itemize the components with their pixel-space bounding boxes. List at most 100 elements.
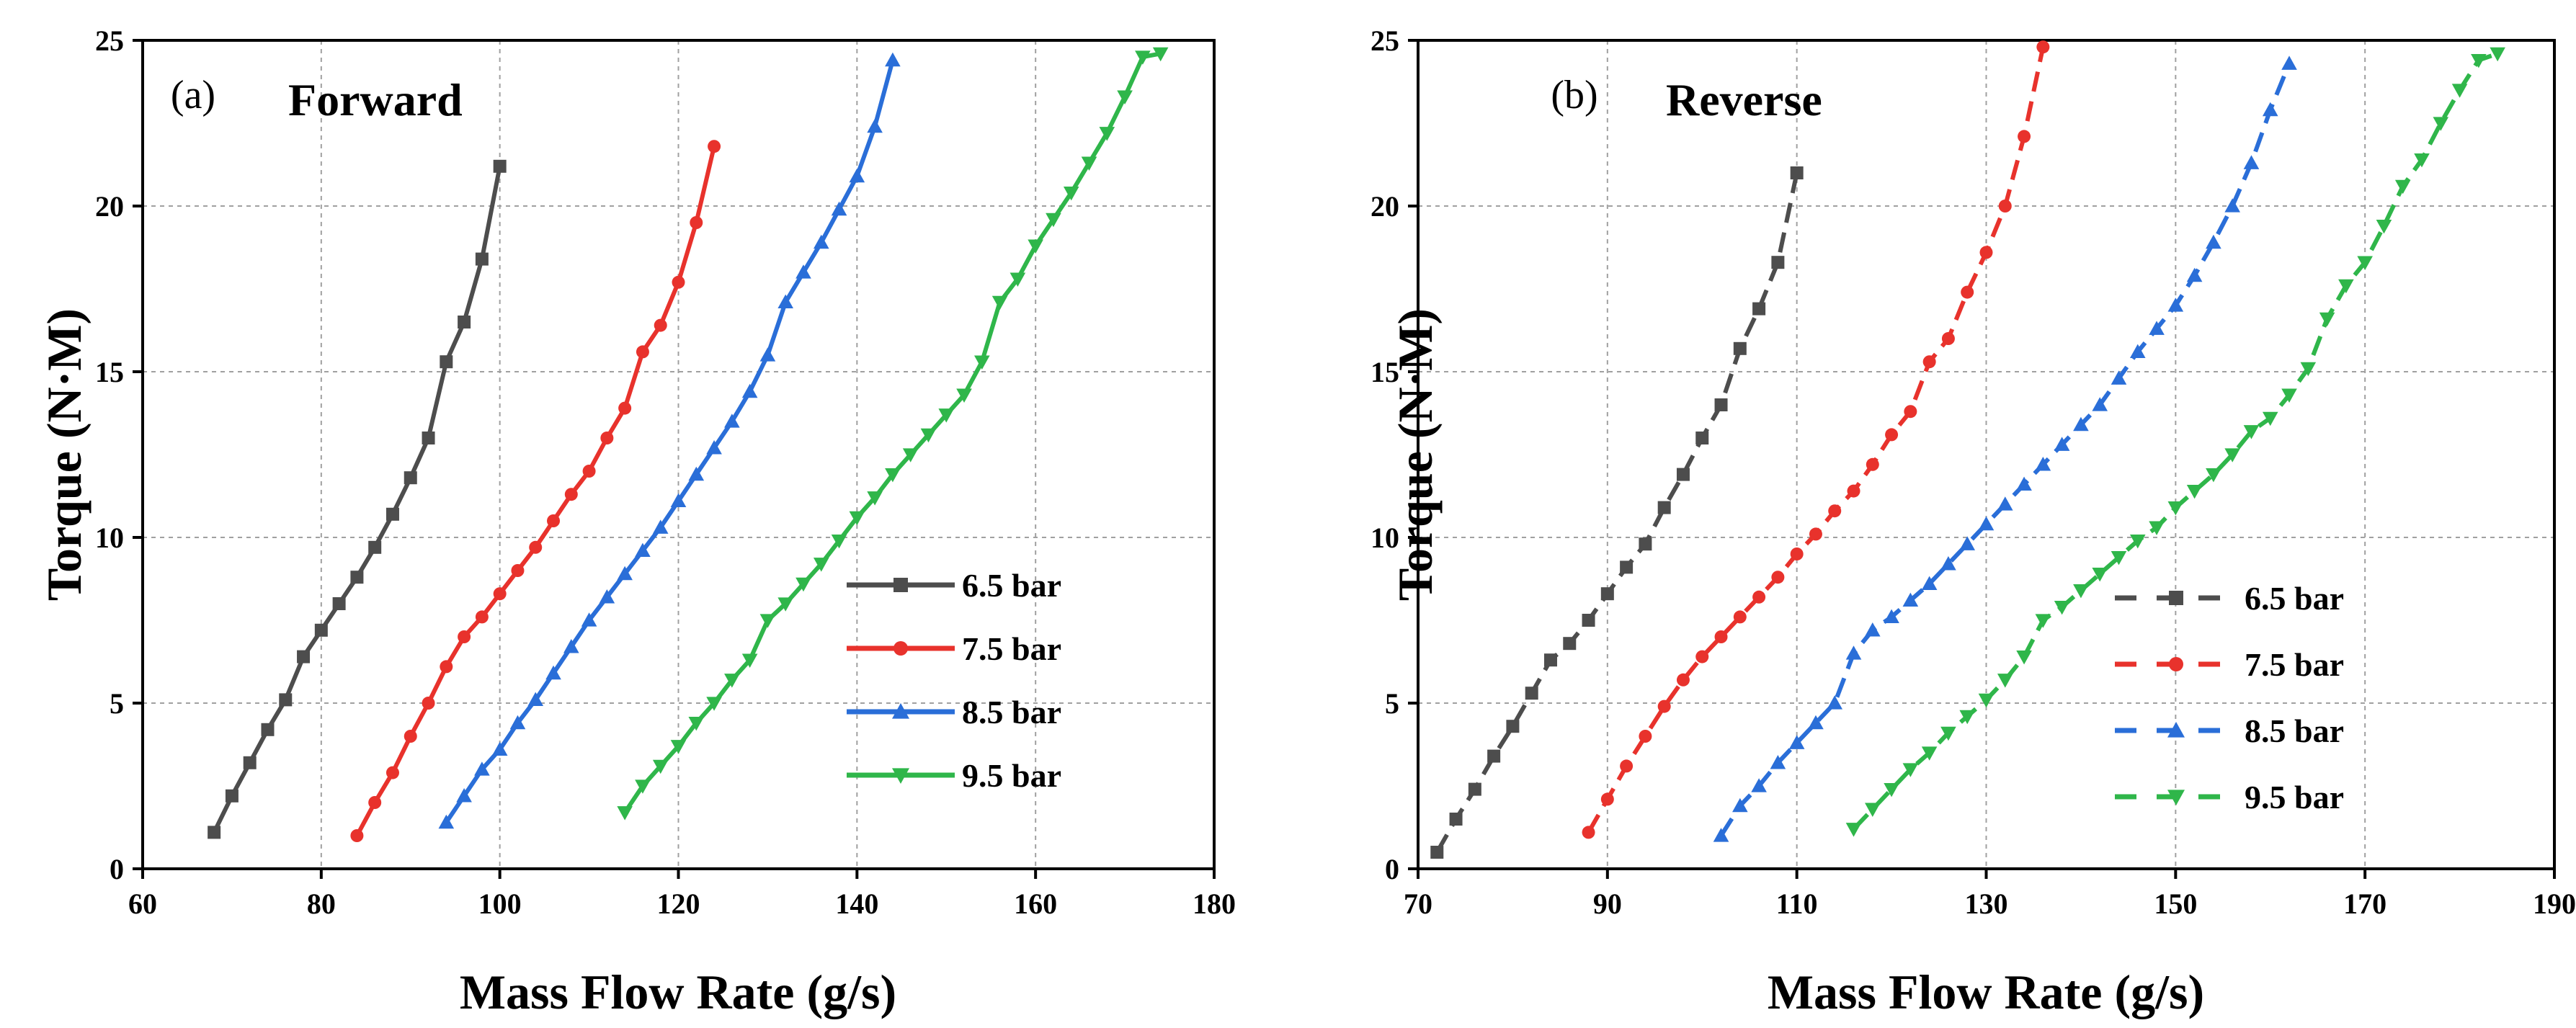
- chart-panel-reverse: 70 90 110 130 150 170 190 0 5 10 15 20 25 Mass Flow R…: [1371, 24, 2576, 1019]
- data-point: [688, 716, 705, 731]
- data-point: [2243, 155, 2260, 169]
- data-point: [2224, 448, 2240, 462]
- data-point: [1543, 653, 1557, 667]
- data-point: [867, 491, 883, 506]
- series-6-5-bar: [208, 159, 507, 839]
- data-point: [1961, 285, 1974, 299]
- data-point: [2281, 388, 2297, 403]
- chart-panel-forward: 60 80 100 120 140 160 180 0 5 10 15 20 25 Mass Flow R…: [37, 24, 1236, 1019]
- data-point: [208, 826, 221, 839]
- data-point: [617, 806, 633, 821]
- y-tick-label: 10: [1371, 522, 1399, 554]
- data-point: [831, 201, 847, 216]
- data-point: [368, 540, 382, 554]
- data-point: [741, 653, 758, 668]
- legend-label: 8.5 bar: [962, 694, 1061, 730]
- data-point: [404, 471, 417, 485]
- data-point: [635, 779, 651, 794]
- data-point: [2186, 484, 2203, 499]
- data-point: [2035, 614, 2051, 628]
- data-point: [2167, 501, 2184, 516]
- legend-marker: [893, 641, 908, 656]
- data-point: [991, 295, 1008, 310]
- data-point: [1978, 693, 1995, 708]
- data-point: [706, 697, 722, 711]
- data-point: [759, 347, 776, 362]
- data-point: [2129, 534, 2146, 549]
- data-point: [1808, 715, 1824, 730]
- data-point: [2338, 279, 2354, 294]
- y-tick-label: 5: [1385, 687, 1399, 720]
- data-point: [1657, 700, 1671, 713]
- data-point: [1695, 432, 1709, 444]
- legend-label: 6.5 bar: [962, 567, 1061, 604]
- data-point: [777, 294, 793, 309]
- data-point: [2129, 344, 2146, 359]
- data-point: [1713, 828, 1729, 842]
- data-point: [1922, 355, 1936, 369]
- series-line: [1719, 63, 2291, 837]
- data-point: [1904, 405, 1917, 419]
- data-point: [527, 692, 544, 707]
- data-point: [1771, 571, 1785, 584]
- data-point: [617, 566, 633, 581]
- data-point: [2319, 312, 2335, 327]
- data-point: [831, 534, 847, 549]
- data-point: [2376, 219, 2392, 234]
- data-point: [564, 488, 578, 501]
- data-point: [670, 740, 687, 754]
- data-point: [475, 610, 489, 624]
- data-point: [2414, 153, 2430, 168]
- legend-item-9-5-bar: 9.5 bar: [847, 757, 1061, 794]
- data-point: [493, 587, 507, 601]
- data-point: [563, 639, 579, 653]
- legend-item-8-5-bar: 8.5 bar: [2115, 712, 2344, 749]
- data-point: [297, 650, 311, 663]
- data-point: [2073, 584, 2089, 599]
- data-point: [368, 796, 382, 809]
- legend-item-9-5-bar: 9.5 bar: [2115, 779, 2344, 815]
- data-point: [474, 761, 490, 776]
- data-point: [1487, 749, 1501, 763]
- data-point: [1828, 504, 1842, 518]
- legend-label: 7.5 bar: [2245, 646, 2344, 683]
- data-point: [350, 571, 364, 584]
- data-point: [1046, 213, 1061, 228]
- data-point: [2016, 650, 2032, 665]
- data-point: [618, 401, 632, 415]
- data-point: [1449, 813, 1463, 826]
- x-tick-label: 60: [128, 888, 157, 920]
- data-point: [1865, 803, 1881, 817]
- x-tick-label: 160: [1014, 888, 1057, 920]
- chart-title: Forward: [288, 74, 463, 125]
- series-line: [1586, 46, 2046, 833]
- data-point: [1028, 239, 1043, 254]
- data-point: [1639, 537, 1652, 551]
- data-point: [1847, 484, 1860, 498]
- data-point: [652, 759, 669, 774]
- data-point: [2092, 567, 2108, 582]
- data-point: [2035, 457, 2051, 471]
- data-point: [2149, 321, 2165, 335]
- data-point: [2357, 256, 2373, 270]
- data-point: [581, 612, 597, 627]
- data-point: [1902, 763, 1919, 777]
- data-point: [440, 355, 453, 369]
- data-point: [1600, 792, 1614, 806]
- data-point: [2073, 416, 2089, 432]
- data-point: [636, 345, 649, 359]
- data-point: [545, 665, 561, 680]
- data-point: [1506, 720, 1520, 733]
- data-point: [920, 428, 937, 443]
- x-tick-label: 110: [1776, 888, 1818, 920]
- x-tick-label: 140: [835, 888, 878, 920]
- y-tick-label: 0: [110, 853, 124, 885]
- data-point: [635, 542, 651, 558]
- data-point: [652, 519, 669, 534]
- data-point: [2490, 47, 2505, 62]
- data-point: [1940, 726, 1956, 741]
- series-line: [623, 51, 1162, 814]
- grid: [143, 40, 1214, 869]
- data-point: [1063, 186, 1079, 201]
- data-point: [2206, 468, 2221, 483]
